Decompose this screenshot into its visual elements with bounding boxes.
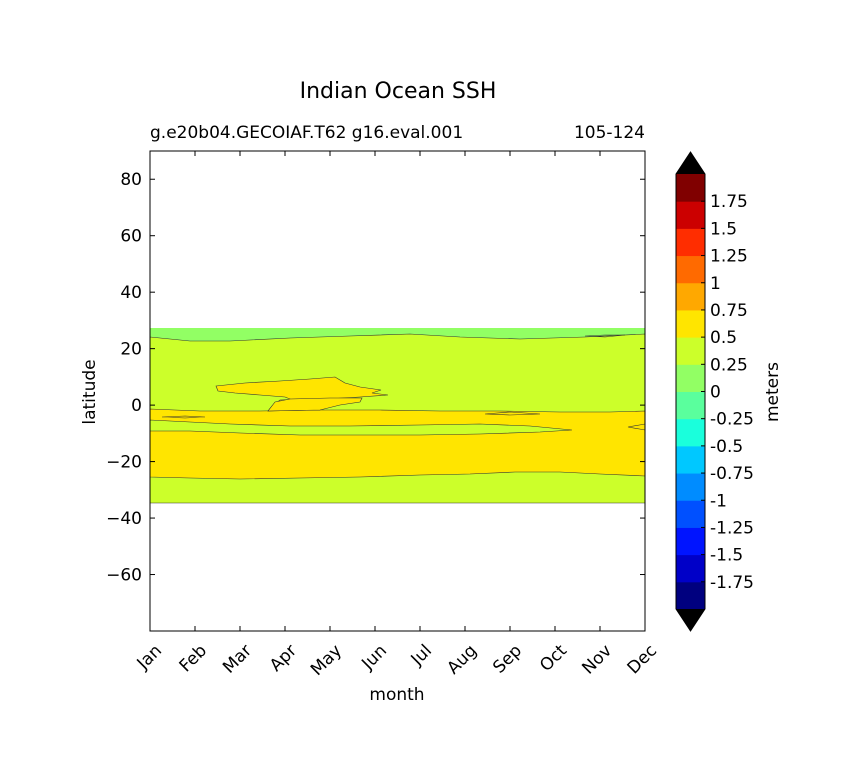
y-tick-label: 40: [120, 283, 142, 303]
contour-line-small: [161, 415, 206, 419]
colorbar-tick-label: 1.25: [710, 247, 748, 267]
colorbar-tick-label: 1: [710, 274, 721, 294]
y-axis-ticks: 80 60 40 20 0 −20 −40 −60: [106, 170, 645, 586]
x-tick-label: Feb: [176, 641, 211, 676]
colorbar-segment: [676, 554, 705, 583]
colorbar-tick-label: 0: [710, 383, 721, 403]
colorbar-tick-label: -1.5: [710, 546, 743, 566]
contour-region-inner-strip: [150, 419, 573, 436]
contour-line-small: [484, 411, 541, 416]
colorbar-tick-label: -0.5: [710, 437, 743, 457]
colorbar-tick-label: -0.75: [710, 464, 754, 484]
colorbar-segment: [676, 527, 705, 556]
contour-region-equatorial-blob-2: [267, 397, 363, 412]
x-tick-label: Apr: [266, 641, 301, 676]
x-tick-label: Oct: [536, 641, 571, 676]
colorbar-tick-label: -1.25: [710, 518, 754, 538]
colorbar-segment: [676, 337, 705, 365]
contour-line-small: [627, 423, 645, 431]
x-tick-label: Jan: [133, 641, 166, 674]
x-tick-label: Dec: [624, 641, 661, 678]
colorbar-segment: [676, 418, 705, 447]
x-tick-label: May: [307, 641, 346, 680]
x-tick-label: Sep: [489, 641, 526, 678]
colorbar-tick-label: 0.5: [710, 328, 737, 348]
colorbar-segment: [676, 282, 705, 311]
chart-subtitle-right: 105-124: [574, 123, 645, 143]
plot-area: 80 60 40 20 0 −20 −40 −60 Jan Feb Mar Apr May Jun Jul…: [106, 150, 661, 680]
colorbar-segment: [676, 309, 705, 338]
colorbar-tick-label: 0.75: [710, 301, 748, 321]
colorbar-extend-min: [676, 609, 705, 631]
chart-subtitle-left: g.e20b04.GECOIAF.T62 g16.eval.001: [150, 123, 463, 143]
x-tick-label: Jul: [407, 641, 436, 670]
contour-line-small: [584, 334, 626, 338]
colorbar-segment: [676, 255, 705, 284]
y-tick-label: −60: [106, 566, 142, 586]
colorbar-outline: [675, 151, 706, 632]
colorbar-tick-label: 1.5: [710, 219, 737, 239]
x-tick-label: Aug: [443, 641, 481, 679]
x-tick-label: Mar: [219, 641, 256, 678]
colorbar-extend-max: [676, 152, 705, 174]
x-axis-label: month: [369, 685, 424, 705]
colorbar-segment: [676, 391, 705, 420]
y-tick-label: 60: [120, 227, 142, 247]
y-tick-label: 20: [120, 340, 142, 360]
colorbar-tick-label: -1: [710, 491, 727, 511]
colorbar-label: meters: [763, 362, 783, 422]
colorbar-tick-label: -1.75: [710, 573, 754, 593]
x-tick-label: Jun: [357, 641, 391, 675]
colorbar-segment: [676, 500, 705, 528]
colorbar-segment: [676, 473, 705, 501]
contour-fills: [150, 328, 645, 504]
colorbar-segment: [676, 201, 705, 229]
contour-region-0.5-0.75: [150, 408, 645, 480]
y-tick-label: −40: [106, 509, 142, 529]
colorbar-tick-label: -0.25: [710, 410, 754, 430]
colorbar-segment: [676, 581, 705, 610]
colorbar-segment: [676, 228, 705, 257]
y-tick-label: 0: [131, 396, 142, 416]
colorbar-tick-label: 0.25: [710, 355, 748, 375]
plot-frame: [149, 150, 646, 632]
colorbar: 1.75 1.5 1.25 1 0.75 0.5 0.25 0 -0.25 -0.5 -0.75 -1…: [675, 151, 754, 632]
y-axis-label: latitude: [80, 359, 100, 424]
x-tick-label: Nov: [578, 641, 616, 679]
y-tick-label: −20: [106, 453, 142, 473]
chart-title: Indian Ocean SSH: [300, 79, 497, 104]
colorbar-segment: [676, 445, 705, 474]
colorbar-tick-label: 1.75: [710, 192, 748, 212]
colorbar-segment: [676, 364, 705, 392]
y-tick-label: 80: [120, 170, 142, 190]
colorbar-segment: [676, 174, 705, 202]
